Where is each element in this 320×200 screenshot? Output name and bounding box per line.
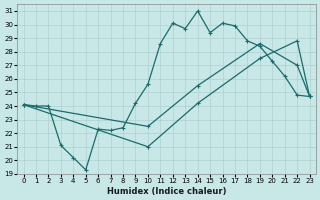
X-axis label: Humidex (Indice chaleur): Humidex (Indice chaleur)	[107, 187, 226, 196]
